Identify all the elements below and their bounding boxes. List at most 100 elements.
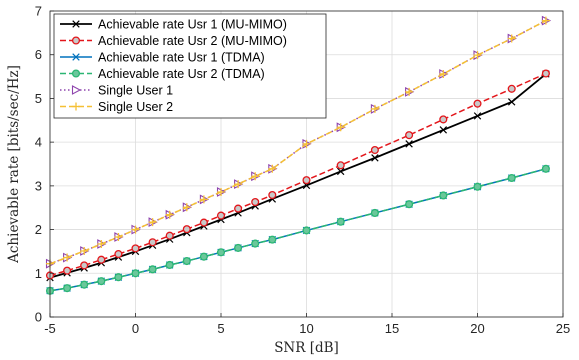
series-line (49, 19, 547, 265)
data-point (80, 280, 89, 289)
data-point (302, 226, 311, 235)
series-line (49, 72, 547, 277)
data-point (182, 225, 191, 234)
data-point (97, 239, 106, 248)
data-point (148, 218, 157, 227)
data-point (541, 16, 550, 25)
legend: Achievable rate Usr 1 (MU-MIMO) Achievabl… (53, 13, 327, 119)
data-point (405, 200, 414, 209)
data-point (405, 140, 413, 148)
data-point (370, 208, 379, 218)
data-point (80, 246, 89, 255)
data-point (63, 253, 72, 262)
data-point (405, 131, 414, 140)
legend-entry: Achievable rate Usr 1 (MU-MIMO) (60, 18, 287, 32)
legend-marker (71, 36, 81, 45)
data-point (371, 154, 379, 162)
legend-label: Achievable rate Usr 2 (TDMA) (98, 67, 265, 81)
legend-entry: Single User 1 (60, 84, 173, 98)
data-point (439, 115, 448, 124)
legend-entry: Achievable rate Usr 1 (TDMA) (60, 51, 265, 65)
data-point (473, 99, 482, 108)
y-tick-label: 6 (35, 47, 42, 62)
data-point (234, 204, 243, 213)
y-tick-label: 0 (35, 310, 42, 325)
y-tick-label: 5 (35, 91, 42, 106)
legend-marker (72, 20, 80, 28)
data-point (131, 244, 140, 253)
data-point (148, 265, 157, 274)
data-point (216, 248, 226, 257)
data-point (131, 225, 140, 234)
data-point (541, 164, 550, 173)
data-point (80, 261, 89, 270)
legend-marker (71, 85, 82, 95)
data-point (268, 190, 277, 200)
series-6 (46, 16, 550, 268)
data-point (114, 233, 123, 242)
data-point (63, 266, 72, 275)
data-point (336, 123, 345, 132)
legend-box (53, 13, 327, 119)
series-line (49, 168, 547, 292)
legend-entry: Single User 2 (60, 100, 173, 114)
legend-marker (72, 53, 80, 61)
data-point (268, 235, 277, 244)
data-point (370, 145, 379, 155)
data-point (199, 195, 208, 204)
legend-label: Single User 2 (98, 100, 173, 114)
data-point (507, 98, 516, 106)
data-point (473, 112, 482, 120)
data-point (473, 182, 482, 191)
data-point (507, 84, 516, 93)
y-tick-label: 3 (35, 178, 42, 193)
series-2 (45, 69, 550, 280)
data-point (114, 273, 123, 282)
data-point (302, 176, 311, 185)
legend-marker (71, 69, 81, 78)
data-point (234, 180, 243, 189)
data-point (336, 167, 345, 176)
data-point (165, 210, 174, 219)
data-point (97, 277, 106, 286)
data-point (251, 197, 260, 207)
legend-marker (72, 102, 80, 111)
data-point (199, 218, 208, 227)
data-point (370, 104, 379, 113)
data-point (507, 34, 516, 43)
data-point (336, 161, 345, 170)
data-point (336, 217, 345, 226)
x-tick-label: 20 (470, 321, 484, 336)
data-point (405, 87, 414, 96)
data-point (541, 69, 550, 78)
legend-entry: Achievable rate Usr 2 (TDMA) (60, 67, 265, 81)
data-point (302, 139, 311, 148)
y-tick-label: 7 (35, 4, 42, 19)
data-point (251, 239, 260, 248)
y-tick-label: 1 (35, 266, 42, 281)
legend-label: Achievable rate Usr 2 (MU-MIMO) (98, 34, 287, 48)
legend-entry: Achievable rate Usr 2 (MU-MIMO) (60, 34, 287, 48)
data-point (216, 211, 226, 220)
data-point (199, 252, 208, 261)
x-tick-label: 0 (132, 321, 139, 336)
x-tick-label: -5 (44, 321, 56, 336)
data-point (165, 260, 174, 270)
legend-label: Single User 1 (98, 84, 173, 98)
data-point (63, 284, 72, 293)
data-point (251, 172, 260, 181)
data-point (165, 231, 174, 240)
data-point (473, 51, 482, 60)
x-tick-label: 25 (556, 321, 570, 336)
data-point (439, 191, 448, 200)
data-point (268, 164, 277, 173)
data-point (217, 187, 225, 196)
legend-label: Achievable rate Usr 1 (TDMA) (98, 51, 265, 65)
data-point (507, 173, 516, 183)
data-point (97, 255, 106, 264)
data-point (439, 69, 448, 78)
data-point (182, 256, 191, 266)
x-axis-label: SNR [dB] (274, 340, 339, 356)
data-point (182, 203, 191, 212)
series-line (49, 73, 547, 279)
